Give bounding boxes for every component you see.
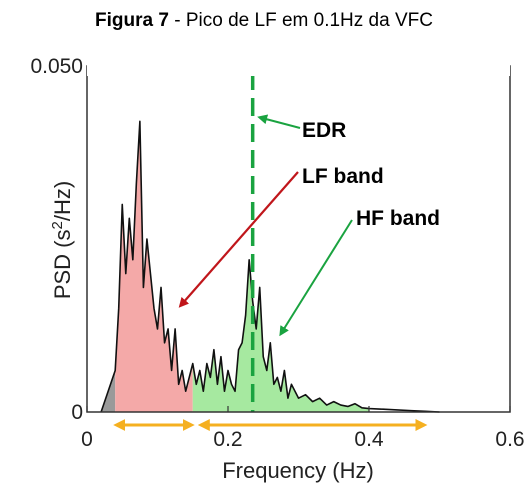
figure-caption: Figura 7 - Pico de LF em 0.1Hz da VFC xyxy=(0,10,528,32)
x-tick-label: 0.2 xyxy=(213,428,242,451)
y-axis-label-main: PSD (s xyxy=(50,229,75,299)
band-area-lf xyxy=(115,121,193,412)
y-tick-label: 0.050 xyxy=(30,55,83,78)
band-area-vlf xyxy=(87,370,116,412)
y-axis-label-sup: 2 xyxy=(49,221,66,229)
y-tick-label: 0 xyxy=(71,401,83,424)
y-tick-labels: 0 0.050 xyxy=(30,55,83,424)
x-tick-label: 0 xyxy=(81,428,93,451)
hf-annotation-arrow xyxy=(279,219,353,337)
title-occlusion xyxy=(87,40,510,76)
y-axis-label: PSD (s2/Hz) xyxy=(49,181,76,299)
lf-band-annotation: LF band xyxy=(302,165,384,188)
caption-separator: - xyxy=(168,10,186,31)
x-tick-label: 0.4 xyxy=(354,428,384,451)
edr-annotation-arrow xyxy=(257,114,301,129)
x-tick-label: 0.6 xyxy=(495,428,524,451)
hf-band-annotation: HF band xyxy=(356,207,440,230)
x-tick-labels: 0 0.2 0.4 0.6 xyxy=(81,428,524,451)
lf-annotation-arrow xyxy=(178,171,299,308)
x-axis-label: Frequency (Hz) xyxy=(222,458,374,483)
x-tick-marks xyxy=(86,406,511,412)
psd-spectrum-line xyxy=(100,120,440,413)
figure-label: Figura 7 xyxy=(95,10,169,31)
caption-text: Pico de LF em 0.1Hz da VFC xyxy=(185,10,433,31)
edr-annotation: EDR xyxy=(302,119,346,142)
y-axis-label-end: /Hz) xyxy=(50,181,75,221)
